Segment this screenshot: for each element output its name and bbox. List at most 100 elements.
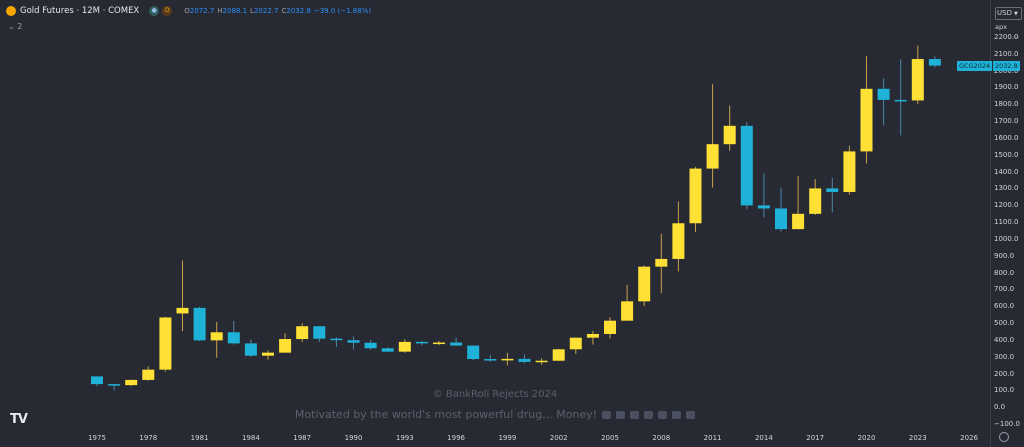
- candle-body[interactable]: [296, 326, 309, 340]
- candle-body[interactable]: [723, 125, 736, 145]
- settings-icon[interactable]: [999, 432, 1009, 442]
- candle-body[interactable]: [655, 258, 668, 267]
- change-value: −39.0 (−1.88%): [313, 7, 372, 15]
- low-value: 2022.7: [253, 7, 279, 15]
- candle-body[interactable]: [792, 213, 805, 230]
- candlestick-chart[interactable]: [0, 0, 990, 431]
- emoji-icon: [658, 411, 668, 419]
- candle-body[interactable]: [484, 359, 497, 361]
- scale-mode-button[interactable]: арх: [995, 23, 1007, 31]
- candle-body[interactable]: [638, 266, 651, 302]
- candle-body[interactable]: [433, 342, 445, 345]
- x-tick-label: 2005: [601, 434, 619, 442]
- x-tick-label: 1984: [241, 434, 260, 442]
- x-tick-label: 1999: [498, 434, 517, 442]
- close-key: C: [281, 7, 287, 15]
- candle-body[interactable]: [518, 358, 531, 362]
- x-tick-label: 1987: [293, 434, 312, 442]
- candle-body[interactable]: [347, 340, 360, 343]
- candle-body[interactable]: [364, 342, 377, 349]
- candle-body[interactable]: [450, 342, 463, 346]
- candle-body[interactable]: [586, 333, 599, 338]
- x-tick-label: 2008: [652, 434, 671, 442]
- candle-body[interactable]: [860, 88, 873, 152]
- open-value: 2072.7: [189, 7, 215, 15]
- x-tick-label: 2002: [549, 434, 568, 442]
- x-tick-label: 1975: [88, 434, 106, 442]
- candle-body[interactable]: [398, 341, 411, 352]
- candle-body[interactable]: [501, 358, 514, 361]
- y-tick-label: 1700.0: [994, 117, 1019, 126]
- y-tick-label: 900.0: [994, 251, 1015, 260]
- candle-body[interactable]: [313, 326, 326, 339]
- candle-body[interactable]: [262, 352, 274, 356]
- candle-body[interactable]: [672, 223, 685, 259]
- candle-body[interactable]: [843, 151, 856, 192]
- candle-body[interactable]: [911, 59, 924, 101]
- candle-body[interactable]: [108, 384, 121, 386]
- x-tick-label: 1993: [395, 434, 414, 442]
- gold-symbol-icon: [6, 6, 16, 16]
- tradingview-logo[interactable]: TV: [10, 412, 28, 427]
- delayed-badge: D: [162, 6, 173, 16]
- x-tick-label: 2023: [908, 434, 927, 442]
- candle-body[interactable]: [689, 168, 702, 224]
- candle-body[interactable]: [740, 125, 753, 206]
- candle-body[interactable]: [706, 144, 719, 169]
- high-value: 2088.1: [222, 7, 248, 15]
- candle-body[interactable]: [809, 188, 822, 214]
- y-tick-label: 0.0: [994, 403, 1006, 412]
- y-tick-label: 400.0: [994, 335, 1015, 344]
- current-price-tag: 2032.8: [993, 60, 1020, 71]
- x-tick-label: 1996: [447, 434, 466, 442]
- candle-body[interactable]: [210, 332, 223, 341]
- y-tick-label: 1500.0: [994, 150, 1019, 159]
- candle-body[interactable]: [569, 337, 582, 350]
- candle-body[interactable]: [535, 360, 548, 363]
- candle-body[interactable]: [381, 348, 394, 352]
- candle-body[interactable]: [621, 301, 634, 321]
- candle-body[interactable]: [330, 338, 343, 341]
- candle-body[interactable]: [894, 99, 907, 102]
- candle-body[interactable]: [244, 343, 257, 356]
- chart-area[interactable]: Gold Futures · 12M · COMEX ● D O 2072.7 …: [0, 0, 990, 442]
- candle-body[interactable]: [467, 345, 480, 360]
- candle-body[interactable]: [142, 369, 155, 380]
- candle-body[interactable]: [193, 307, 206, 341]
- currency-selector[interactable]: USD ▼: [995, 7, 1022, 20]
- candle-body[interactable]: [604, 320, 616, 334]
- candle-body[interactable]: [91, 376, 103, 385]
- candle-body[interactable]: [826, 188, 839, 192]
- axis-menu-icon[interactable]: ⋯: [1013, 34, 1019, 41]
- x-tick-label: 2017: [806, 434, 825, 442]
- x-tick-label: 1981: [190, 434, 209, 442]
- y-tick-label: 1800.0: [994, 100, 1019, 109]
- candle-body[interactable]: [159, 317, 172, 370]
- candle-body[interactable]: [415, 341, 428, 344]
- candle-body[interactable]: [552, 349, 565, 361]
- candle-body[interactable]: [775, 208, 787, 230]
- y-tick-label: 800.0: [994, 268, 1015, 277]
- symbol-title[interactable]: Gold Futures · 12M · COMEX: [20, 6, 140, 16]
- y-tick-label: 1600.0: [994, 133, 1019, 142]
- indicators-collapse-toggle[interactable]: ⌄ 2: [8, 22, 23, 31]
- candle-body[interactable]: [125, 379, 138, 386]
- x-tick-label: 2011: [703, 434, 722, 442]
- emoji-icon: [616, 411, 626, 419]
- motto-text: Motivated by the world's most powerful d…: [294, 408, 598, 421]
- y-tick-label: 200.0: [994, 369, 1015, 378]
- candle-body[interactable]: [877, 88, 890, 100]
- emoji-icon: [644, 411, 654, 419]
- candle-body[interactable]: [176, 307, 189, 314]
- chevron-down-icon: ▼: [1013, 11, 1018, 17]
- candle-body[interactable]: [227, 332, 240, 344]
- x-tick-label: 2020: [857, 434, 876, 442]
- candle-body[interactable]: [757, 205, 770, 209]
- candle-body[interactable]: [928, 59, 941, 66]
- current-symbol-tag: GCG2024: [957, 60, 993, 71]
- high-key: H: [217, 7, 223, 15]
- x-tick-label: 1978: [139, 434, 158, 442]
- candle-body[interactable]: [279, 339, 292, 353]
- y-tick-label: 700.0: [994, 285, 1015, 294]
- price-axis[interactable]: USD ▼ арх ⋯ 2200.0 2100.0 2000.0 1900.0 1800.…: [990, 0, 1024, 447]
